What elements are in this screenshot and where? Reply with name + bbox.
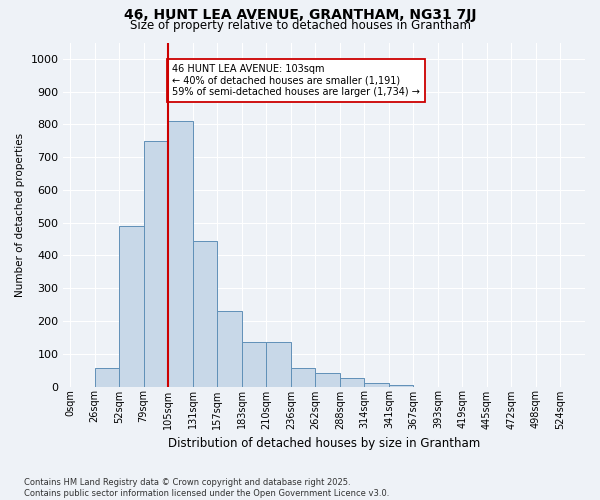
Bar (242, 342, 266, 386)
Bar (291, 368, 315, 386)
Bar (119, 226, 143, 386)
Bar (217, 311, 242, 386)
Y-axis label: Number of detached properties: Number of detached properties (15, 132, 25, 296)
Bar (193, 240, 217, 386)
Bar (143, 141, 168, 386)
Bar (389, 385, 413, 386)
Bar (266, 342, 291, 386)
Bar (95, 368, 119, 386)
Bar (364, 383, 389, 386)
X-axis label: Distribution of detached houses by size in Grantham: Distribution of detached houses by size … (168, 437, 480, 450)
Bar (168, 121, 193, 386)
Bar (340, 378, 364, 386)
Text: Size of property relative to detached houses in Grantham: Size of property relative to detached ho… (130, 19, 470, 32)
Text: Contains HM Land Registry data © Crown copyright and database right 2025.
Contai: Contains HM Land Registry data © Crown c… (24, 478, 389, 498)
Text: 46, HUNT LEA AVENUE, GRANTHAM, NG31 7JJ: 46, HUNT LEA AVENUE, GRANTHAM, NG31 7JJ (124, 8, 476, 22)
Bar (315, 374, 340, 386)
Text: 46 HUNT LEA AVENUE: 103sqm
← 40% of detached houses are smaller (1,191)
59% of s: 46 HUNT LEA AVENUE: 103sqm ← 40% of deta… (172, 64, 420, 97)
